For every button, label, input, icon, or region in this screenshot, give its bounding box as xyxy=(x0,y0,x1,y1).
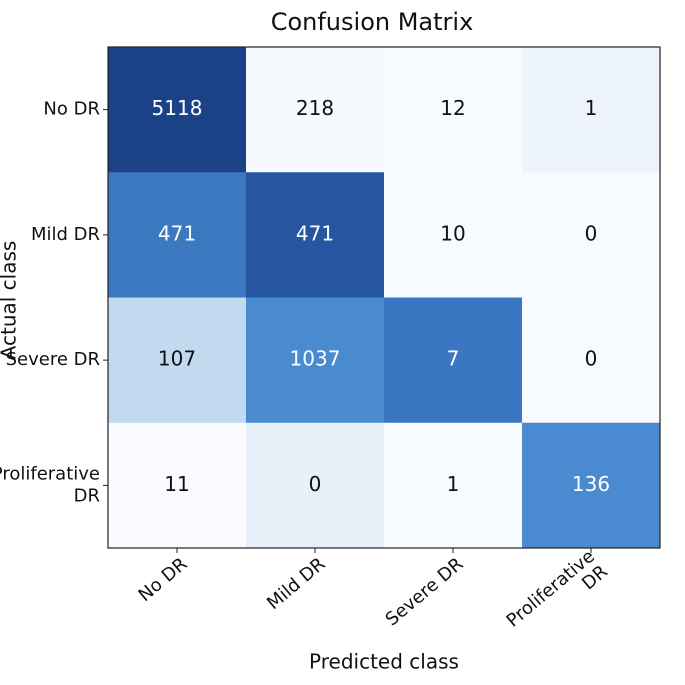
cell xyxy=(108,297,247,424)
x-axis-label: Predicted class xyxy=(309,650,459,674)
cell-label: 1 xyxy=(447,472,460,496)
x-tick-label: Mild DR xyxy=(263,554,329,614)
cell-label: 0 xyxy=(585,221,598,245)
cell xyxy=(384,297,523,424)
y-tick-label: Proliferative DR xyxy=(0,463,100,506)
x-tick-label: ProliferativeDR xyxy=(503,546,612,647)
cell xyxy=(108,172,247,298)
cell xyxy=(384,47,523,173)
cell-label: 1 xyxy=(585,96,598,120)
x-tick-group: No DR xyxy=(135,554,192,606)
cell xyxy=(522,422,661,549)
x-tick-label: Severe DR xyxy=(382,554,468,631)
y-tick-label: No DR xyxy=(43,99,100,120)
cell xyxy=(108,422,247,549)
cell xyxy=(384,422,523,549)
cell-label: 7 xyxy=(447,347,460,371)
cell xyxy=(522,297,661,424)
cell xyxy=(246,297,385,424)
cell-label: 11 xyxy=(164,472,189,496)
chart-title: Confusion Matrix xyxy=(271,8,474,36)
x-tick-group: Severe DR xyxy=(382,554,468,631)
cell xyxy=(246,172,385,298)
cell-label: 136 xyxy=(572,472,610,496)
cell xyxy=(384,172,523,298)
cell-label: 0 xyxy=(309,472,322,496)
x-tick-group: ProliferativeDR xyxy=(503,546,612,647)
cell xyxy=(522,47,661,173)
plot-frame xyxy=(107,46,661,549)
cell xyxy=(246,47,385,173)
cell-label: 12 xyxy=(440,96,465,120)
cell-label: 107 xyxy=(158,347,196,371)
cell-label: 5118 xyxy=(152,96,203,120)
y-tick-label: Mild DR xyxy=(31,224,100,245)
x-tick-label: No DR xyxy=(135,554,192,606)
cell-label: 471 xyxy=(158,221,196,245)
cell-label: 0 xyxy=(585,347,598,371)
cell xyxy=(522,172,661,298)
cell-label: 218 xyxy=(296,96,334,120)
cell-label: 1037 xyxy=(290,347,341,371)
cell-label: 10 xyxy=(440,221,465,245)
cell-label: 471 xyxy=(296,221,334,245)
cell xyxy=(246,422,385,549)
x-tick-group: Mild DR xyxy=(263,554,329,614)
y-axis-label: Actual class xyxy=(0,241,21,360)
y-tick-label: Severe DR xyxy=(6,349,100,370)
cell xyxy=(108,47,247,173)
